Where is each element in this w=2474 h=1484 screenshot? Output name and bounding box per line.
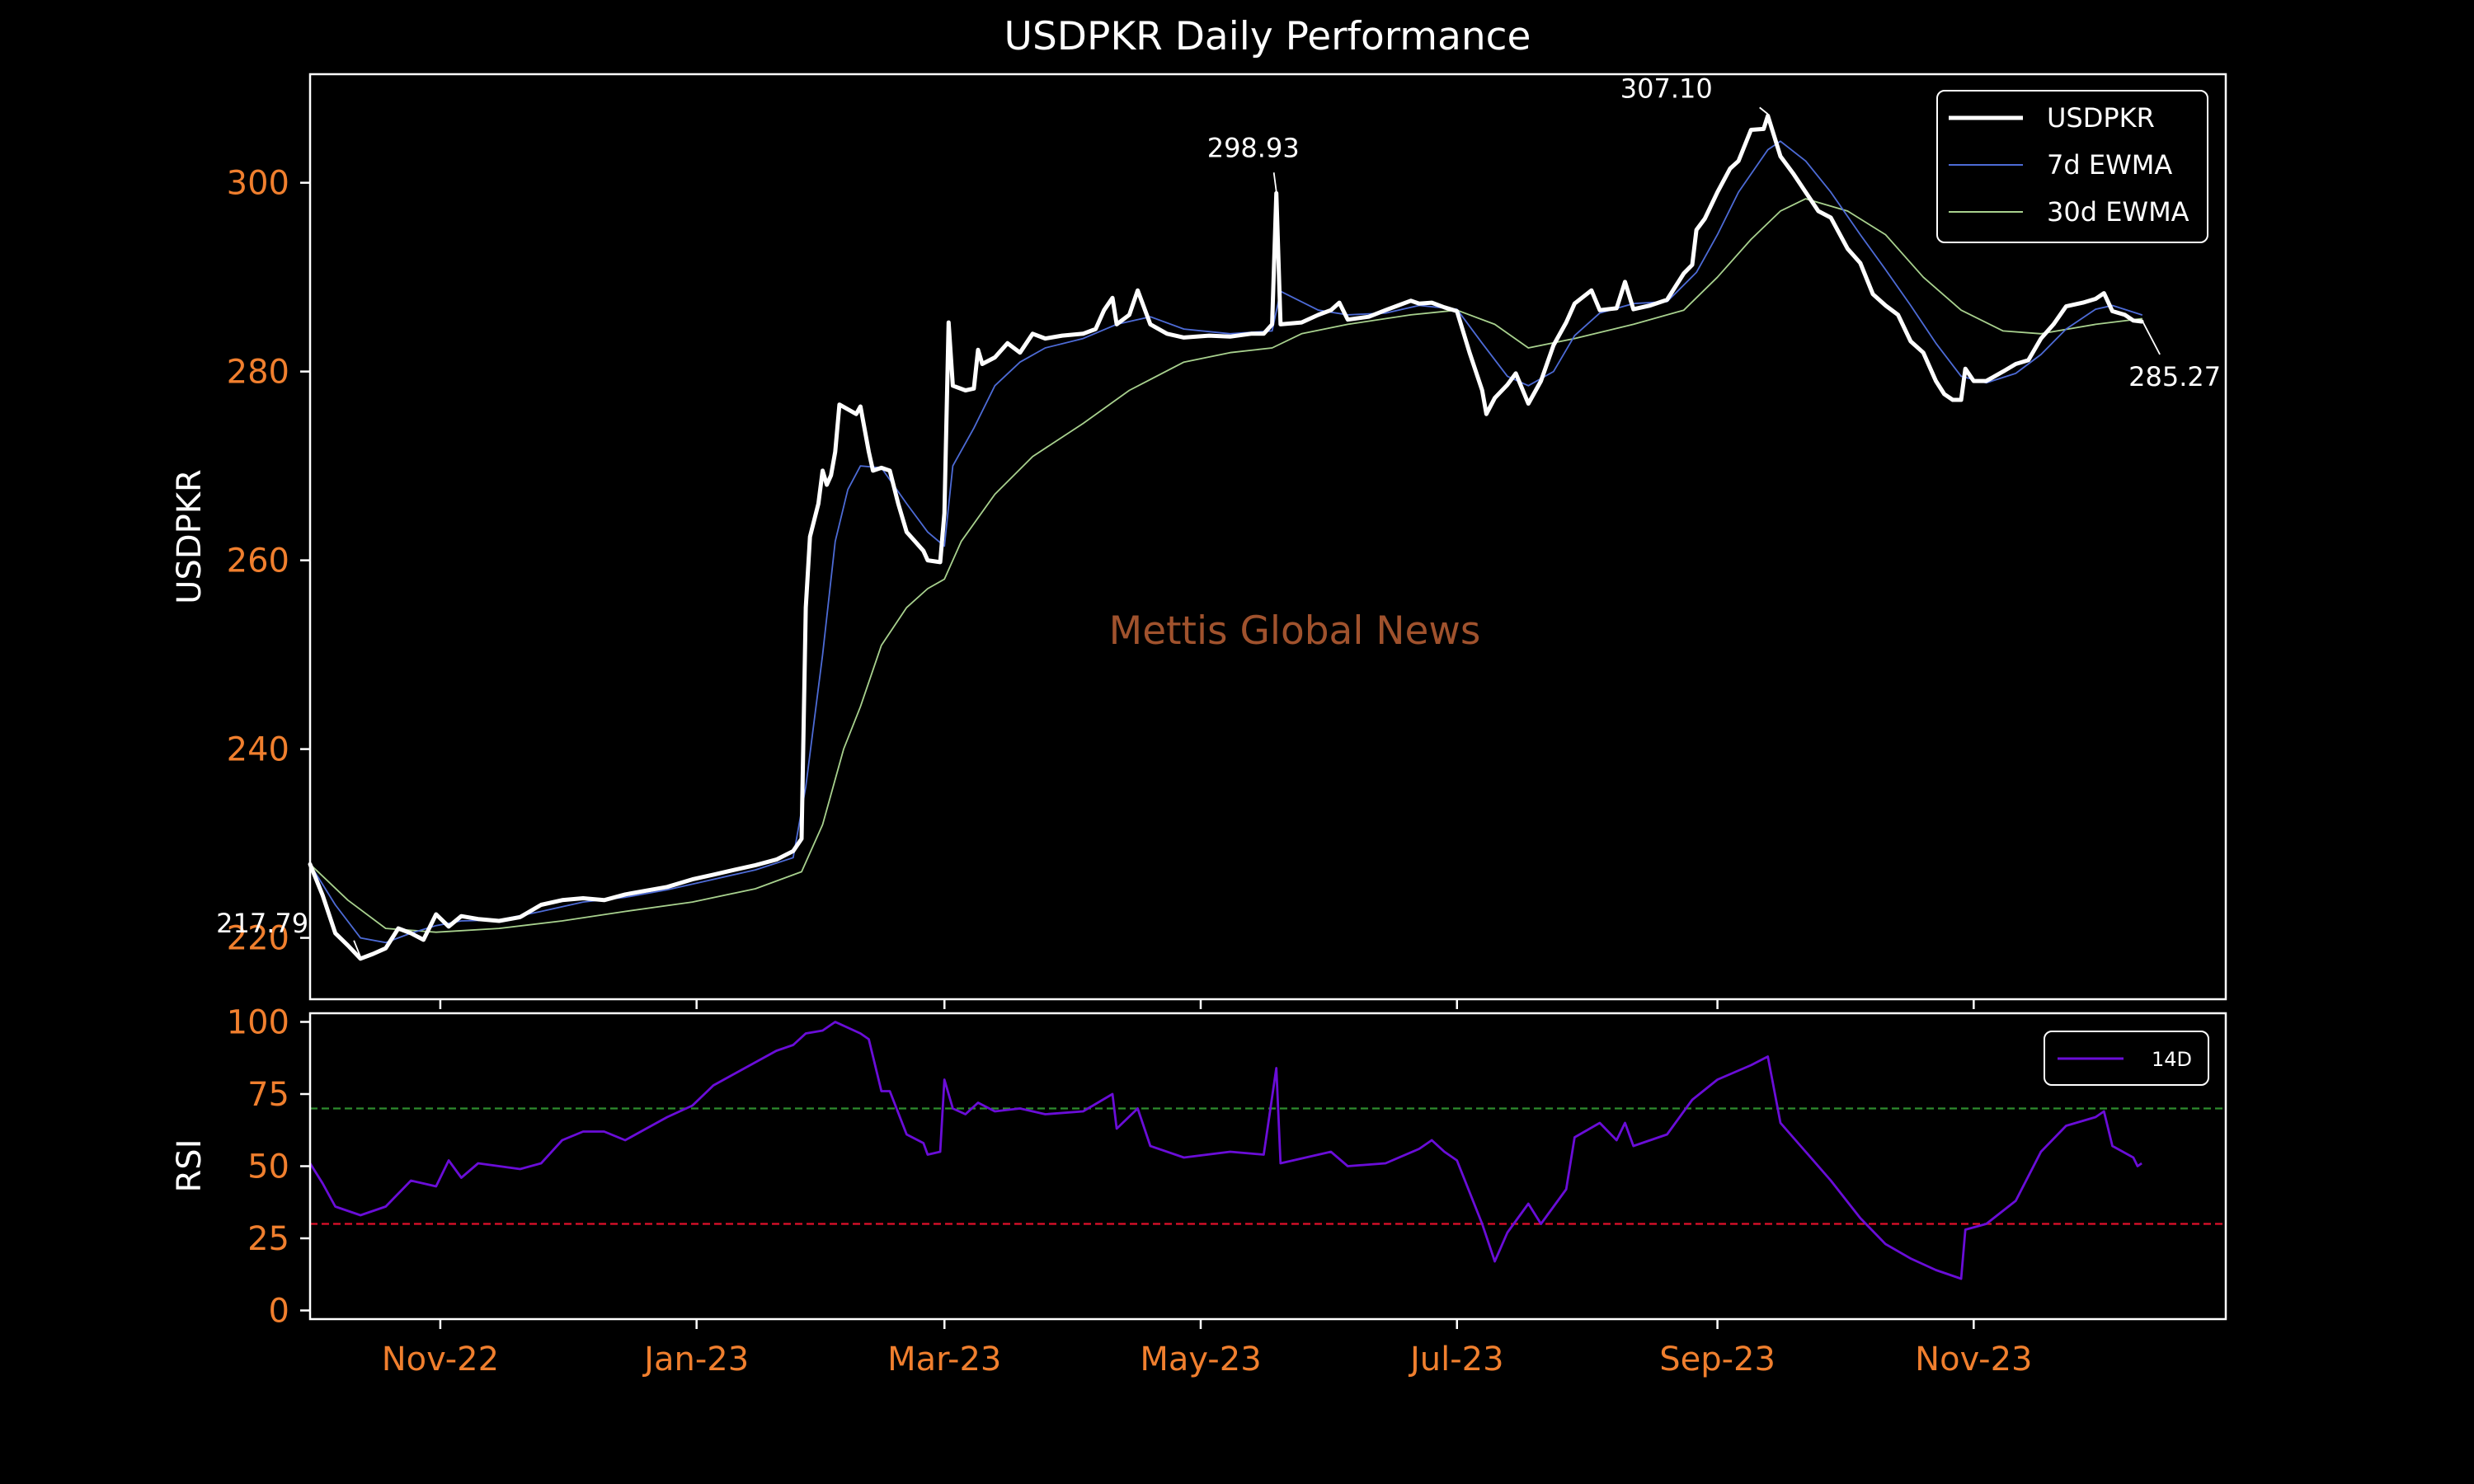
main-y-axis-label: USDPKR xyxy=(171,469,209,604)
x-tick-label: Nov-22 xyxy=(382,1341,499,1378)
rsi-y-tick-label: 75 xyxy=(247,1076,289,1114)
main-y-tick-label: 300 xyxy=(227,165,289,203)
main-y-tick-label: 220 xyxy=(227,920,289,958)
main-legend: USDPKR 7d EWMA 30d EWMA xyxy=(1936,90,2208,243)
main-y-tick-label: 280 xyxy=(227,354,289,392)
series-line-rsi-14d xyxy=(308,1021,2142,1280)
series-line-30d-ewma xyxy=(309,198,2142,933)
annotation-label: 217.79 xyxy=(216,908,308,939)
chart-title: USDPKR Daily Performance xyxy=(1004,14,1531,59)
main-y-axis-ticks: 220 240 260 280 300 xyxy=(227,165,310,958)
x-tick-label: May-23 xyxy=(1140,1341,1261,1378)
annotation-leader xyxy=(1759,106,1769,115)
rsi-y-tick-label: 25 xyxy=(247,1220,289,1258)
rsi-y-tick-label: 0 xyxy=(269,1293,289,1331)
main-legend-box xyxy=(1936,90,2208,243)
main-price-series xyxy=(308,113,2144,961)
main-plot-frame xyxy=(308,73,2227,1001)
annotation-label: 285.27 xyxy=(2128,361,2221,392)
rsi-legend: 14D xyxy=(2044,1031,2209,1086)
legend-label-7d-ewma: 7d EWMA xyxy=(2047,149,2172,181)
legend-label-usdpkr: USDPKR xyxy=(2047,102,2155,134)
annotation-label: 298.93 xyxy=(1207,132,1300,163)
x-tick-label: Jul-23 xyxy=(1408,1341,1504,1378)
annotation-leader xyxy=(1272,172,1277,192)
rsi-y-tick-label: 100 xyxy=(227,1004,289,1042)
rsi-y-axis-ticks: 0 25 50 75 100 xyxy=(227,1004,310,1331)
legend-label-30d-ewma: 30d EWMA xyxy=(2047,196,2189,228)
annotation-leader xyxy=(353,940,361,958)
price-annotations: 217.79 298.93 307.10 285.27 xyxy=(216,73,2221,958)
rsi-reference-lines xyxy=(310,1107,2226,1225)
rsi-legend-label: 14D xyxy=(2152,1048,2192,1071)
series-line-usdpkr xyxy=(308,113,2144,961)
x-tick-label: Nov-23 xyxy=(1915,1341,2032,1378)
main-y-tick-label: 240 xyxy=(227,731,289,769)
annotation-label: 307.10 xyxy=(1620,73,1713,104)
rsi-y-tick-label: 50 xyxy=(247,1148,289,1186)
main-y-tick-label: 260 xyxy=(227,542,289,580)
x-axis-ticks: Nov-22 Jan-23 Mar-23 May-23 Jul-23 Sep-23 Nov-… xyxy=(382,999,2033,1378)
rsi-series xyxy=(308,1021,2142,1280)
x-tick-label: Jan-23 xyxy=(642,1341,749,1378)
x-tick-label: Sep-23 xyxy=(1659,1341,1776,1378)
annotation-leader xyxy=(2141,319,2161,355)
rsi-legend-box xyxy=(2044,1031,2209,1086)
rsi-y-axis-label: RSI xyxy=(171,1139,209,1193)
x-tick-label: Mar-23 xyxy=(887,1341,1001,1378)
watermark: Mettis Global News xyxy=(1109,608,1481,654)
